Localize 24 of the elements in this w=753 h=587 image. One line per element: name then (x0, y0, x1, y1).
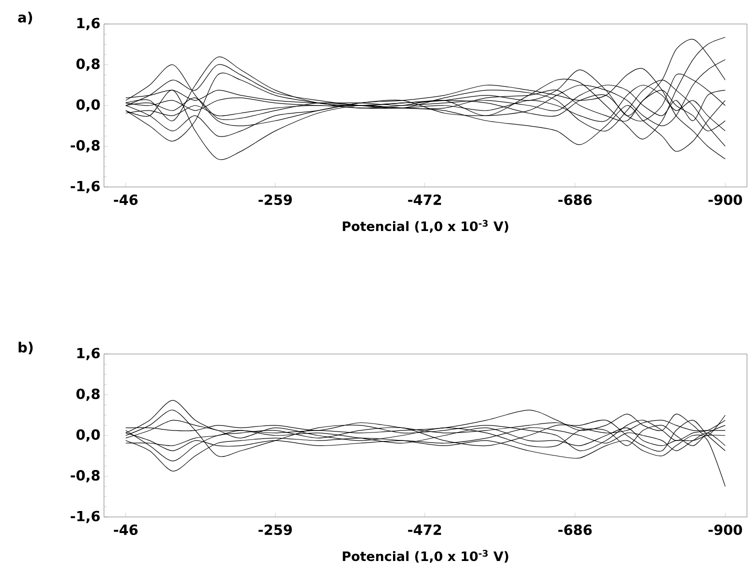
x-tick-label: -259 (258, 194, 292, 206)
x-tick-label: -686 (558, 524, 592, 536)
y-tick-label: 0,8 (76, 388, 100, 401)
y-tick-label: -1,6 (70, 510, 100, 524)
x-tick-label: -900 (708, 524, 742, 536)
y-tick-label: 0,0 (76, 99, 100, 112)
x-tick-label: -900 (708, 194, 742, 206)
chart-title: a) (18, 12, 32, 24)
x-tick-label: -259 (258, 524, 292, 536)
x-axis-title: Potencial (1,0 x 10$^{-3}$ V) (342, 550, 508, 563)
x-tick-label: -472 (408, 524, 442, 535)
y-tick-label: 0,0 (76, 429, 100, 442)
y-tick-label: -0,8 (70, 470, 100, 482)
y-tick-label: 1,6 (77, 348, 100, 360)
y-tick-label: 0,8 (76, 58, 100, 71)
chart-title: b) (18, 342, 33, 354)
y-tick-label: 1,6 (77, 18, 100, 30)
x-tick-label: -46 (114, 524, 138, 536)
x-tick-label: -46 (114, 194, 138, 206)
x-tick-label: -686 (558, 194, 592, 206)
y-tick-label: -1,6 (70, 180, 100, 194)
x-axis-title: Potencial (1,0 x 10$^{-3}$ V) (342, 220, 508, 233)
y-tick-label: -0,8 (70, 140, 100, 152)
x-tick-label: -472 (408, 194, 442, 205)
